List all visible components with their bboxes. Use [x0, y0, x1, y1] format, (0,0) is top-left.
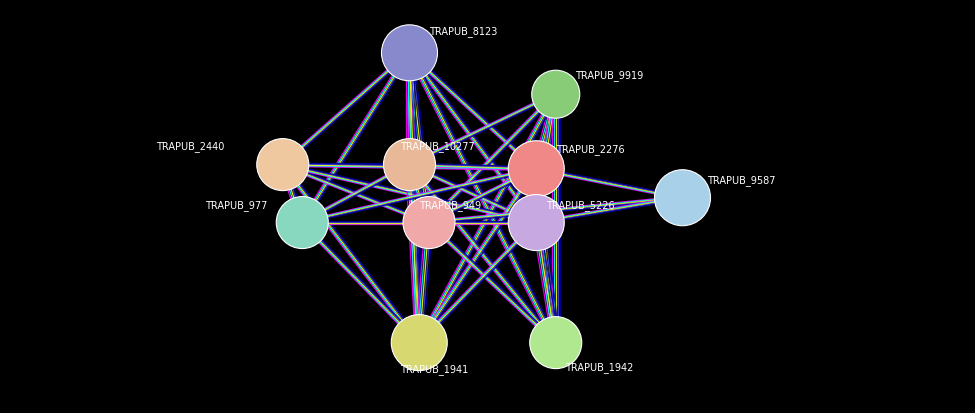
Text: TRAPUB_949: TRAPUB_949 [419, 199, 482, 210]
Ellipse shape [276, 197, 329, 249]
Ellipse shape [508, 141, 565, 197]
Ellipse shape [508, 195, 565, 251]
Text: TRAPUB_2440: TRAPUB_2440 [156, 141, 224, 152]
Text: TRAPUB_2276: TRAPUB_2276 [556, 144, 624, 155]
Ellipse shape [391, 315, 448, 371]
Text: TRAPUB_977: TRAPUB_977 [205, 199, 267, 210]
Ellipse shape [381, 26, 438, 82]
Text: TRAPUB_10277: TRAPUB_10277 [400, 141, 475, 152]
Text: TRAPUB_9919: TRAPUB_9919 [575, 70, 644, 81]
Text: TRAPUB_9587: TRAPUB_9587 [707, 175, 775, 185]
Ellipse shape [531, 71, 580, 119]
Text: TRAPUB_8123: TRAPUB_8123 [429, 26, 497, 36]
Ellipse shape [654, 170, 711, 226]
Ellipse shape [383, 139, 436, 191]
Ellipse shape [256, 139, 309, 191]
Text: TRAPUB_5226: TRAPUB_5226 [546, 199, 614, 210]
Text: TRAPUB_1942: TRAPUB_1942 [566, 361, 634, 372]
Ellipse shape [403, 197, 455, 249]
Ellipse shape [529, 317, 582, 369]
Text: TRAPUB_1941: TRAPUB_1941 [400, 363, 468, 374]
